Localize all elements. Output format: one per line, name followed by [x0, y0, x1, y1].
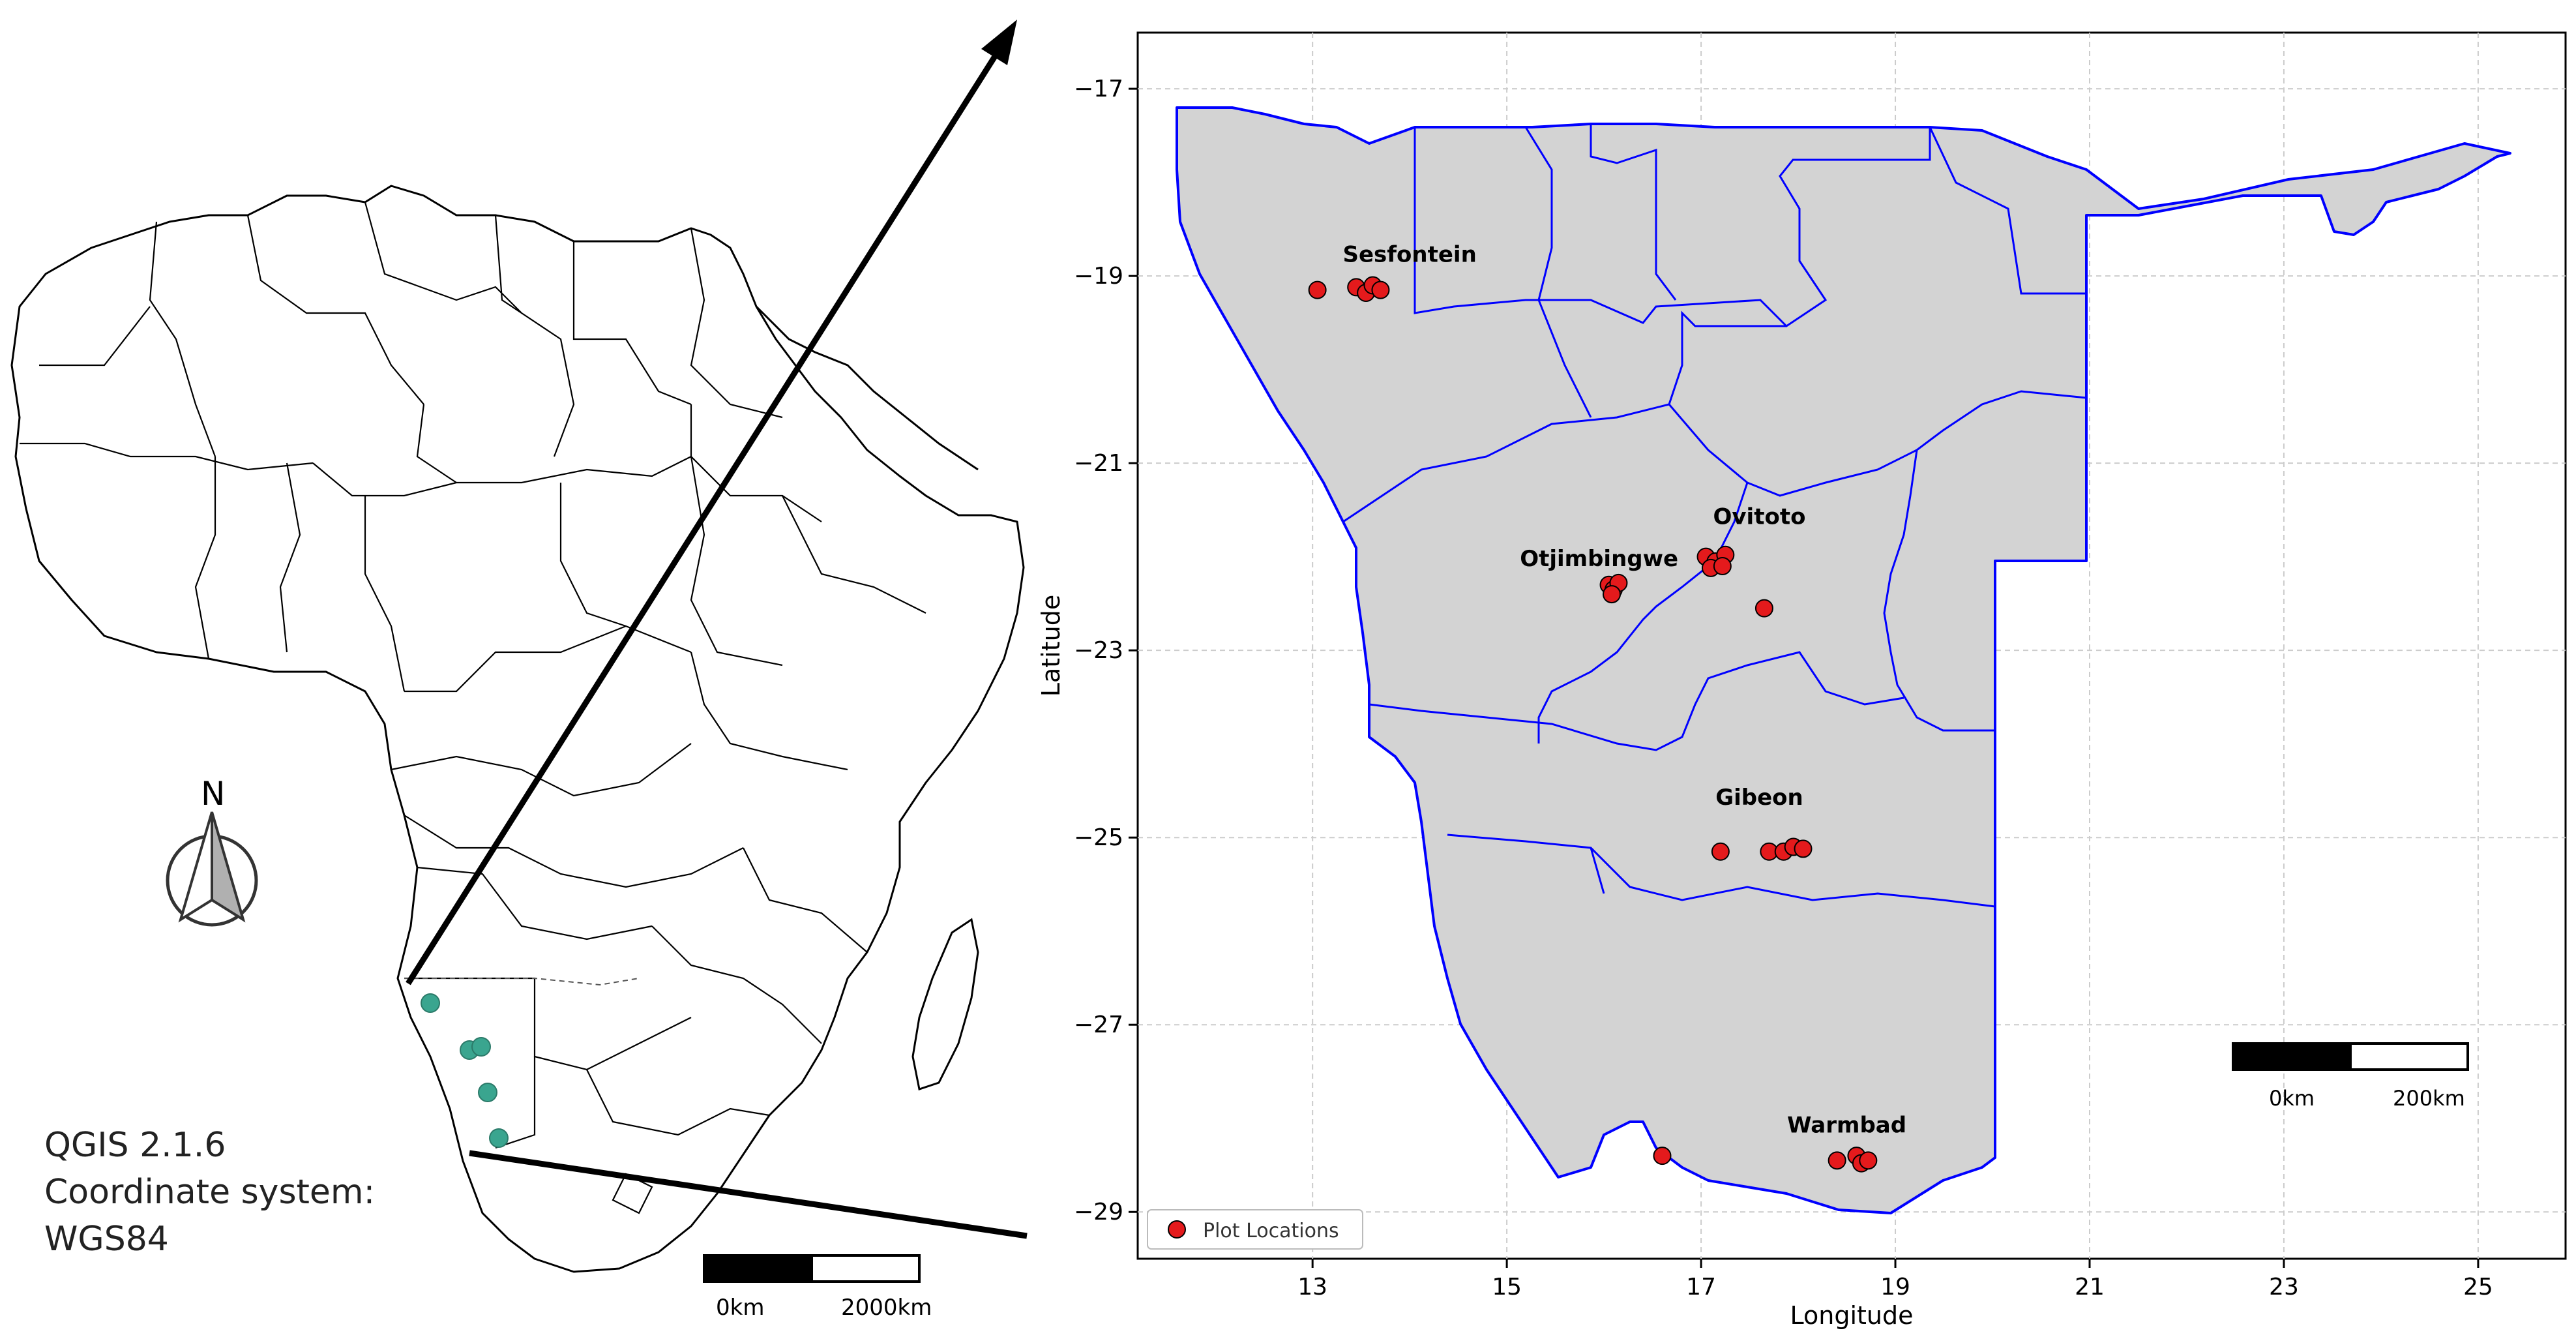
- software-line: QGIS 2.1.6: [44, 1126, 226, 1165]
- y-tick-label: −27: [1074, 1012, 1123, 1038]
- site-marker: [471, 1037, 491, 1057]
- overview-scale-bar: [703, 1254, 921, 1283]
- y-axis-label: Latitude: [1037, 595, 1065, 697]
- x-tick-label: 25: [2463, 1274, 2493, 1300]
- y-tick-label: −19: [1074, 263, 1123, 290]
- y-tick-label: −21: [1074, 450, 1123, 477]
- x-axis-label: Longitude: [1790, 1301, 1914, 1330]
- plot-location-point: [1371, 280, 1390, 299]
- overview-map-panel: N QGIS 2.1.6 Coordinate system: WGS84 0k…: [0, 0, 1030, 1334]
- plot-location-point: [1828, 1151, 1846, 1170]
- africa-outline: [10, 185, 1025, 1273]
- arabian-coast: [755, 305, 979, 471]
- place-label: Ovitoto: [1713, 503, 1805, 530]
- overview-scale-label-start: 0km: [716, 1295, 765, 1321]
- africa-overview-map: [10, 20, 1028, 1283]
- legend: Plot Locations: [1147, 1209, 1363, 1250]
- namibia-region-outline: [404, 978, 640, 986]
- madagascar-outline: [911, 918, 979, 1090]
- x-tick-label: 15: [1492, 1274, 1522, 1300]
- overview-scale-label-end: 2000km: [841, 1295, 932, 1321]
- plot-location-point: [1754, 599, 1773, 618]
- legend-point-icon: [1168, 1220, 1186, 1239]
- plot-location-point: [1653, 1147, 1672, 1165]
- namibia-detail-map: 13 15 17 19 21 23 25 −17 −19 −21 −23 −25 −27 −29 Sesf…: [1037, 31, 2567, 1330]
- y-tick-label: −25: [1074, 824, 1123, 851]
- north-label: N: [201, 775, 226, 813]
- plot-location-point: [1711, 842, 1730, 861]
- place-label: Sesfontein: [1342, 242, 1476, 268]
- y-tick-label: −17: [1074, 76, 1123, 102]
- plot-location-point: [1308, 280, 1327, 299]
- place-label: Gibeon: [1715, 785, 1803, 811]
- plot-location-point: [1603, 585, 1621, 604]
- detail-scale-bar: 0km 200km: [2232, 1042, 2469, 1111]
- overview-site-markers: [421, 993, 509, 1148]
- site-marker: [421, 993, 440, 1013]
- country-borders: [20, 202, 926, 1214]
- legend-label: Plot Locations: [1203, 1220, 1339, 1242]
- x-tick-label: 21: [2075, 1274, 2105, 1300]
- y-tick-label: −29: [1074, 1199, 1123, 1225]
- plot-location-points: [1308, 276, 1878, 1173]
- x-tick-label: 19: [1880, 1274, 1910, 1300]
- inset-connector-arrows: [406, 20, 1028, 1239]
- place-label: Otjimbingwe: [1520, 546, 1678, 572]
- north-arrow-icon: [166, 811, 258, 927]
- y-tick-label: −23: [1074, 637, 1123, 664]
- place-labels: Sesfontein Ovitoto Otjimbingwe Gibeon Warmba…: [1342, 242, 1906, 1139]
- x-tick-label: 23: [2269, 1274, 2299, 1300]
- crs-line: Coordinate system:: [44, 1173, 376, 1212]
- axis-ticks: 13 15 17 19 21 23 25 −17 −19 −21 −23 −25 −27 −29: [1074, 76, 2493, 1300]
- detail-scale-label-end: 200km: [2393, 1086, 2465, 1111]
- x-tick-label: 17: [1686, 1274, 1716, 1300]
- detail-map-panel: 13 15 17 19 21 23 25 −17 −19 −21 −23 −25 −27 −29 Sesf…: [1030, 0, 2576, 1334]
- plot-location-point: [1859, 1151, 1878, 1170]
- x-tick-label: 13: [1297, 1274, 1327, 1300]
- plot-location-point: [1713, 557, 1732, 576]
- detail-scale-label-start: 0km: [2269, 1086, 2315, 1111]
- plot-location-point: [1794, 839, 1813, 858]
- site-marker: [478, 1083, 497, 1102]
- crs-value: WGS84: [44, 1220, 169, 1259]
- map-credits: QGIS 2.1.6 Coordinate system: WGS84: [44, 1122, 375, 1263]
- place-label: Warmbad: [1787, 1112, 1906, 1138]
- site-marker: [489, 1128, 509, 1148]
